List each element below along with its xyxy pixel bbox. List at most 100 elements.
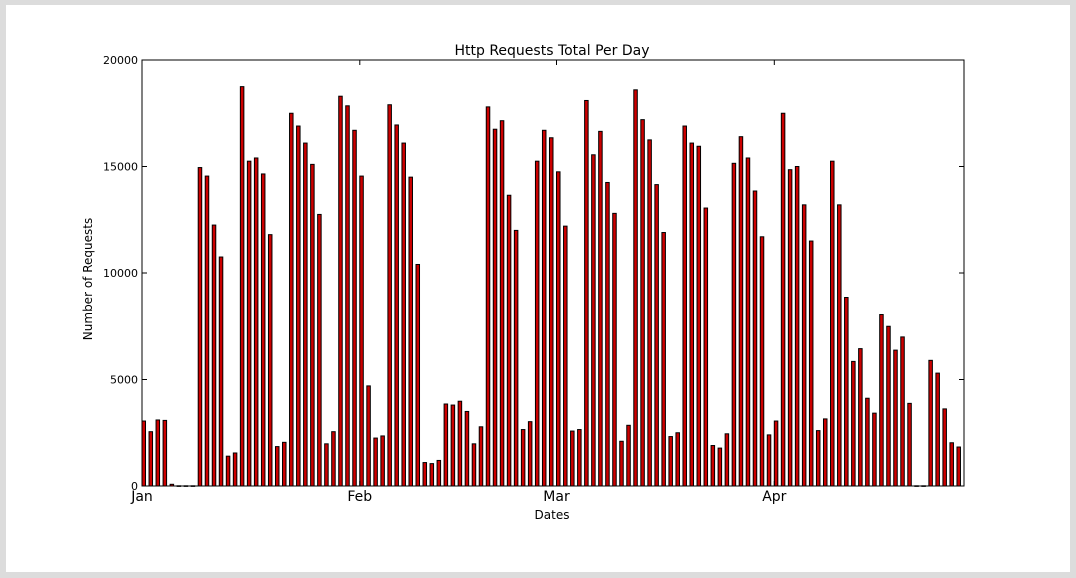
bar xyxy=(548,137,554,487)
bar xyxy=(801,204,807,487)
bar xyxy=(907,402,912,487)
bar xyxy=(844,297,849,487)
bar xyxy=(872,412,877,487)
bar xyxy=(942,408,947,487)
bar xyxy=(148,431,154,487)
y-axis-label: Number of Requests xyxy=(81,218,95,340)
bar xyxy=(605,181,610,487)
bar xyxy=(766,434,772,487)
bar xyxy=(408,176,413,487)
bar xyxy=(478,426,484,487)
bar xyxy=(211,224,217,487)
bar xyxy=(851,360,856,487)
bar xyxy=(787,169,793,487)
bar xyxy=(815,430,821,487)
x-tick-label: Feb xyxy=(347,489,372,505)
bar xyxy=(640,119,645,487)
chart-title: Http Requests Total Per Day xyxy=(454,43,649,59)
bar xyxy=(822,418,828,487)
y-tick-label: 10000 xyxy=(103,267,138,280)
bar xyxy=(450,404,456,487)
bar xyxy=(865,397,870,487)
bar xyxy=(303,142,308,487)
y-ticks-group: 0 5000 10000 15000 20000 xyxy=(103,54,964,493)
bar xyxy=(794,166,800,487)
bar xyxy=(837,204,842,487)
bar xyxy=(879,314,884,487)
bar xyxy=(359,175,364,487)
bar xyxy=(282,441,287,487)
bar xyxy=(345,105,350,487)
bar xyxy=(394,124,399,487)
bar xyxy=(773,420,779,487)
bar xyxy=(717,447,723,487)
bar xyxy=(436,459,442,487)
bar xyxy=(633,89,638,487)
bar xyxy=(830,160,835,487)
bar xyxy=(492,128,498,487)
bar xyxy=(373,437,378,487)
y-tick-label: 0 xyxy=(131,480,138,493)
bar xyxy=(506,194,512,487)
bar xyxy=(724,433,730,487)
chart-figure: Http Requests Total Per Day Number of Re… xyxy=(6,5,1070,572)
y-tick-label: 15000 xyxy=(103,161,138,174)
bar xyxy=(654,184,659,487)
bar xyxy=(471,443,477,487)
bar xyxy=(682,125,687,487)
bar xyxy=(886,325,891,487)
x-axis-label: Dates xyxy=(535,508,570,522)
bar xyxy=(661,232,666,487)
bar xyxy=(893,349,898,487)
bar xyxy=(591,154,596,487)
bar xyxy=(289,112,294,487)
bar xyxy=(675,432,680,487)
x-tick-label: Apr xyxy=(762,489,786,505)
bar xyxy=(429,463,435,487)
bar xyxy=(274,446,280,487)
bar xyxy=(422,462,428,487)
bar xyxy=(155,419,161,487)
bar xyxy=(668,436,673,487)
bar xyxy=(745,157,751,487)
bar xyxy=(808,240,814,487)
bar-chart: Http Requests Total Per Day Number of Re… xyxy=(81,43,965,522)
bar xyxy=(710,445,716,487)
bar xyxy=(570,430,575,487)
bar xyxy=(232,452,238,487)
bar xyxy=(577,429,582,487)
bar xyxy=(464,410,470,487)
bar xyxy=(626,424,631,487)
bar xyxy=(401,142,406,487)
bar xyxy=(204,175,210,487)
bar xyxy=(141,420,147,487)
bar xyxy=(738,136,744,487)
bar xyxy=(584,99,589,487)
bar xyxy=(689,142,695,487)
bar xyxy=(935,372,940,487)
bar xyxy=(457,400,463,487)
bar xyxy=(513,229,519,487)
bar xyxy=(780,112,786,487)
bar xyxy=(556,171,561,487)
bar xyxy=(324,443,329,487)
bar xyxy=(485,106,491,487)
bar xyxy=(225,455,231,487)
bar xyxy=(218,256,224,487)
bar xyxy=(253,157,259,487)
bar xyxy=(380,435,385,487)
bar xyxy=(331,431,336,487)
bar xyxy=(527,421,533,487)
bar xyxy=(956,446,961,487)
bar xyxy=(647,139,652,487)
bar xyxy=(352,129,357,487)
y-tick-label: 5000 xyxy=(110,374,138,387)
bar xyxy=(366,385,371,487)
bar xyxy=(534,160,540,487)
x-ticks-group: Jan Feb Mar Apr xyxy=(130,60,787,505)
bar xyxy=(619,440,624,487)
bar xyxy=(696,145,702,487)
x-tick-label: Mar xyxy=(543,489,570,505)
bar xyxy=(759,236,765,487)
bar xyxy=(296,125,301,487)
